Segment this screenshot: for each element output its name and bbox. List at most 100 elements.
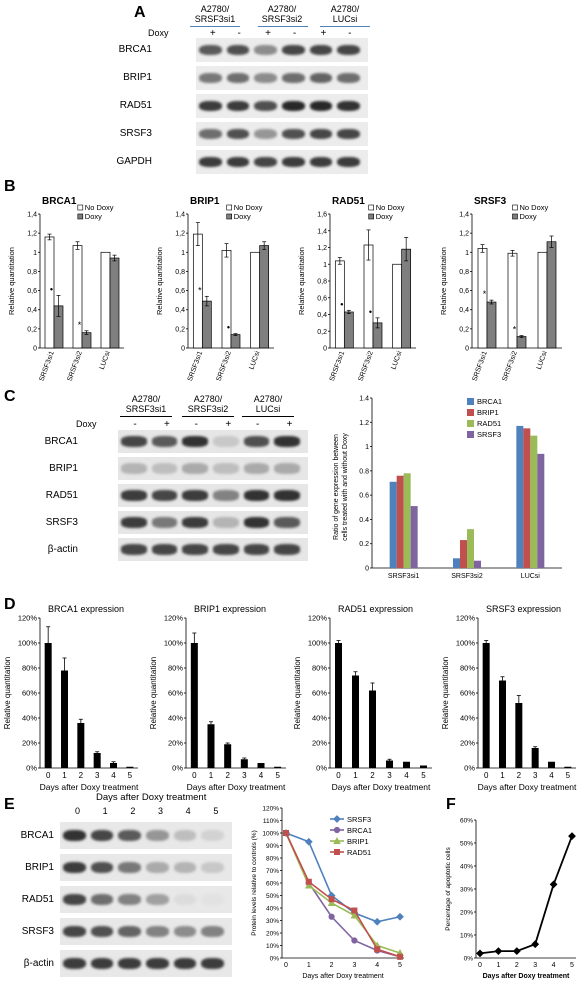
x-axis-title: Days after Doxy treatment [40, 782, 139, 792]
blot-band [173, 957, 197, 970]
legend-marker [333, 826, 341, 834]
point-apoptosis-5 [568, 832, 576, 841]
blot-band [199, 128, 222, 140]
significance-marker: • [340, 299, 343, 309]
blot-row-label: BRCA1 [20, 829, 54, 841]
x-tick-label: LUCsi [536, 350, 549, 371]
legend-marker [334, 849, 340, 855]
y-tick-label: 0,6 [317, 295, 327, 302]
chart-e-lines: 0%10%20%30%40%50%60%70%80%90%100%110%120… [251, 806, 404, 980]
blot-strip [118, 511, 308, 534]
x-tick-label: 4 [552, 962, 556, 969]
panel-c-group-underline-1 [120, 416, 172, 417]
y-axis-title: Protein levels relative to controls (%) [251, 830, 258, 936]
blot-band [118, 829, 141, 842]
x-tick-label: 5 [570, 962, 574, 969]
y-tick-label: 0,2 [459, 326, 469, 333]
y-axis-title: Percentage of apoptotic cells [445, 847, 452, 931]
legend-label: RAD51 [477, 419, 501, 428]
bar-doxy-srsf3si2 [230, 334, 241, 349]
x-tick-label: 3 [242, 771, 247, 780]
y-tick-label: 0,4 [317, 312, 327, 319]
blot-band [199, 72, 222, 84]
blot-strip [118, 484, 308, 507]
blot-band [274, 517, 300, 528]
legend-swatch [368, 204, 375, 211]
y-tick-label: 10% [266, 943, 279, 950]
day-label: 3 [158, 806, 164, 816]
blot-strip [60, 950, 232, 977]
blot-strip [118, 430, 308, 453]
blot-band [151, 517, 178, 528]
blot-band [146, 861, 169, 874]
blot-row-label: β-actin [47, 543, 78, 555]
x-tick-label: 0 [284, 962, 288, 969]
y-tick-label: 20% [460, 739, 475, 748]
blot-row-label: BRIP1 [25, 861, 54, 873]
doxy-sign: - [133, 419, 137, 430]
blot-band [173, 893, 197, 906]
x-tick-label: 1 [307, 962, 311, 969]
y-tick-label: 40% [22, 714, 37, 723]
bar-no-doxy-lucsi [250, 251, 261, 349]
doxy-sign: + [209, 28, 216, 39]
x-tick-label: 2 [517, 771, 522, 780]
x-tick-label: 5 [128, 771, 133, 780]
blot-band [274, 463, 300, 474]
chart-f-line: 0% 10% 20% 30% 40% 50% 60% Percentage of apopto… [445, 818, 576, 980]
bar-no-doxy-srsf3si2 [221, 250, 232, 349]
doxy-sign: - [194, 419, 198, 430]
blot-row-label: BRCA1 [44, 435, 78, 447]
y-tick-label: 0,4 [175, 307, 185, 314]
blot-band [254, 44, 277, 56]
point-rad51-5 [397, 953, 403, 960]
x-tick-label: 2 [515, 962, 519, 969]
x-tick-label: SRSF3si1 [39, 350, 56, 382]
point-srsf3-5 [396, 912, 404, 921]
blot-band [121, 517, 147, 528]
point-srsf3-1 [304, 837, 313, 846]
x-tick-label: 4 [404, 771, 409, 780]
bar-day-4 [110, 763, 117, 768]
blot-strip [118, 538, 308, 561]
bar-day-4 [403, 761, 410, 768]
legend-label: Doxy [376, 212, 393, 221]
blot-strip [118, 457, 308, 480]
blot-band [118, 925, 141, 938]
chart-title: SRSF3 [474, 196, 507, 207]
y-tick-label: 100% [164, 639, 184, 648]
day-label: 4 [185, 806, 191, 816]
y-tick-label: 0,2 [27, 326, 37, 333]
y-tick-label: 1,4 [459, 212, 469, 219]
y-tick-label: 1,2 [175, 231, 185, 238]
blot-strip [196, 66, 368, 90]
chart-title: RAD51 [332, 196, 365, 207]
blot-band [118, 861, 141, 874]
legend-label: Doxy [520, 212, 537, 221]
blot-band [182, 490, 208, 501]
bar-rad51-srsf3si1 [403, 473, 411, 568]
x-tick-label: LUCsi [521, 573, 541, 580]
y-tick-label: 50% [266, 893, 279, 900]
y-tick-label: 70% [266, 868, 279, 875]
bar-no-doxy-srsf3si2 [72, 245, 83, 349]
y-tick-label: 40% [460, 864, 473, 871]
bar-day-5 [126, 766, 134, 768]
bar-no-doxy-lucsi [392, 263, 403, 349]
blot-band [226, 156, 250, 168]
blot-band [63, 957, 86, 970]
bar-doxy-srsf3si2 [516, 336, 527, 349]
y-tick-label: 80% [168, 664, 183, 673]
bar-brca1-srsf3si2 [453, 558, 460, 568]
blot-row-label: RAD51 [21, 893, 54, 905]
y-tick-label: 80% [312, 664, 327, 673]
y-tick-label: 120% [456, 614, 476, 623]
y-tick-label: 20% [168, 739, 183, 748]
blot-band [243, 517, 270, 528]
y-tick-label: 60% [22, 689, 37, 698]
bar-no-doxy-srsf3si2 [363, 244, 374, 349]
blot-band [173, 925, 197, 938]
y-tick-label: 0% [172, 764, 183, 773]
blot-band [254, 128, 277, 140]
x-tick-label: LUCsi [390, 350, 403, 371]
